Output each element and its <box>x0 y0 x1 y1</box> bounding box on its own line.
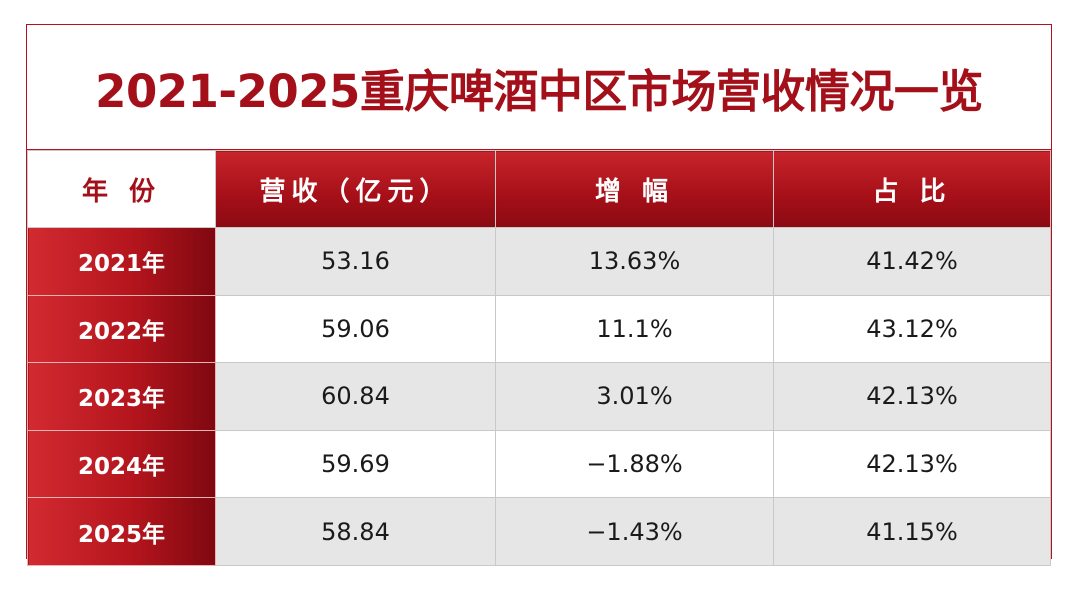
table-cell: 59.06 <box>215 294 496 364</box>
table-row: 2024年 59.69 −1.88% 42.13% <box>27 429 1051 499</box>
table-cell: 11.1% <box>495 294 774 364</box>
table-cell: 43.12% <box>773 294 1051 364</box>
table-body: 2021年 53.16 13.63% 41.42% 2022年 59.06 11.1% 43.… <box>27 227 1051 566</box>
header-row: 年 份营收（亿元）增 幅占 比 <box>27 150 1051 228</box>
column-header: 年 份 <box>27 150 216 228</box>
table-cell: 53.16 <box>215 227 496 296</box>
table-card: 2021-2025重庆啤酒中区市场营收情况一览 年 份营收（亿元）增 幅占 比 … <box>26 24 1052 566</box>
row-header: 2021年 <box>27 227 216 296</box>
table-cell: 3.01% <box>495 362 774 431</box>
table-cell: 42.13% <box>773 429 1051 499</box>
row-header: 2025年 <box>27 497 216 566</box>
table-cell: 42.13% <box>773 362 1051 431</box>
column-header: 营收（亿元） <box>215 150 496 228</box>
row-header: 2022年 <box>27 294 216 364</box>
table-cell: 59.69 <box>215 429 496 499</box>
table-cell: 41.42% <box>773 227 1051 296</box>
table-row: 2025年 58.84 −1.43% 41.15% <box>27 497 1051 566</box>
row-header: 2024年 <box>27 429 216 499</box>
row-header: 2023年 <box>27 362 216 431</box>
table-cell: 60.84 <box>215 362 496 431</box>
column-header: 占 比 <box>773 150 1051 228</box>
table-row: 2023年 60.84 3.01% 42.13% <box>27 362 1051 431</box>
table-cell: −1.88% <box>495 429 774 499</box>
table-row: 2022年 59.06 11.1% 43.12% <box>27 294 1051 364</box>
table-cell: 41.15% <box>773 497 1051 566</box>
table-cell: 58.84 <box>215 497 496 566</box>
column-header: 增 幅 <box>495 150 774 228</box>
table-cell: 13.63% <box>495 227 774 296</box>
table-cell: −1.43% <box>495 497 774 566</box>
table-row: 2021年 53.16 13.63% 41.42% <box>27 227 1051 296</box>
title: 2021-2025重庆啤酒中区市场营收情况一览 <box>27 25 1051 150</box>
revenue-table: 年 份营收（亿元）增 幅占 比 2021年 53.16 13.63% 41.42% 20… <box>27 150 1051 566</box>
